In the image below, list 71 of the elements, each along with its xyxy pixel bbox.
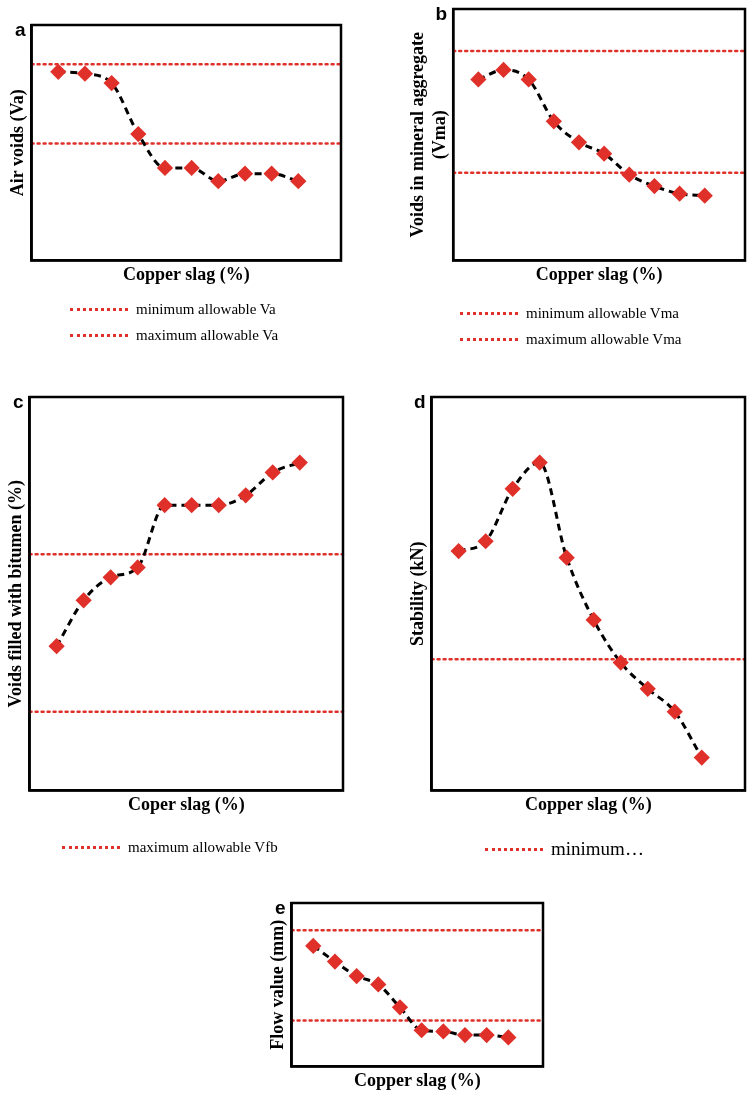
point	[211, 497, 227, 513]
point	[130, 126, 146, 142]
point	[184, 160, 200, 176]
point	[370, 976, 386, 992]
legend-label: minimum…	[551, 838, 644, 860]
x-axis-title: Copper slag (%)	[122, 263, 250, 285]
point	[640, 681, 656, 697]
point	[697, 188, 713, 204]
point	[292, 455, 308, 471]
point	[470, 71, 486, 87]
chart-title: d	[413, 390, 426, 412]
point	[210, 173, 226, 189]
point	[414, 1022, 430, 1038]
point	[559, 550, 575, 566]
point	[157, 497, 173, 513]
point	[50, 64, 66, 80]
point	[392, 999, 408, 1015]
chart-title: a	[15, 18, 27, 40]
point	[672, 186, 688, 202]
x-axis-title: Copper slag (%)	[353, 1069, 481, 1091]
point	[264, 166, 280, 182]
point	[496, 62, 512, 78]
point	[76, 592, 92, 608]
point	[521, 71, 537, 87]
y-axis-title: Air voids (Va)	[7, 89, 29, 197]
point	[103, 569, 119, 585]
point	[349, 968, 365, 984]
point	[265, 464, 281, 480]
point	[457, 1027, 473, 1043]
legend-label: minimum allowable Vma	[526, 304, 680, 322]
point	[505, 481, 521, 497]
y-axis-title: Flow value (mm)	[267, 919, 289, 1050]
point	[532, 455, 548, 471]
point	[546, 113, 562, 129]
point	[621, 167, 637, 183]
point	[451, 543, 467, 559]
point	[478, 533, 494, 549]
legend-label: maximum allowable Va	[136, 326, 279, 344]
point	[184, 497, 200, 513]
point	[130, 559, 146, 575]
legend-label: maximum allowable Vfb	[128, 838, 278, 856]
point	[327, 954, 343, 970]
point	[238, 487, 254, 503]
point	[49, 638, 65, 654]
point	[435, 1023, 451, 1039]
point	[667, 704, 683, 720]
point	[305, 938, 321, 954]
x-axis-title: Copper slag (%)	[524, 793, 652, 815]
point	[104, 75, 120, 91]
y-axis-title: Stability (kN)	[407, 541, 429, 646]
chart-title: c	[13, 390, 25, 412]
point	[571, 134, 587, 150]
x-axis-title: Copper slag (%)	[535, 263, 663, 285]
legend-label: maximum allowable Vma	[526, 330, 682, 348]
point	[586, 612, 602, 628]
y-axis-title: Voids in mineral aggregate (Vma)	[407, 31, 451, 238]
point	[646, 178, 662, 194]
chart-title: e	[275, 896, 286, 918]
chart-title: b	[435, 2, 448, 24]
point	[479, 1027, 495, 1043]
point	[694, 750, 710, 766]
point	[613, 655, 629, 671]
x-axis-title: Coper slag (%)	[127, 793, 245, 815]
legend-label: minimum allowable Va	[136, 300, 276, 318]
point	[157, 160, 173, 176]
point	[290, 173, 306, 189]
point	[500, 1029, 516, 1045]
point	[596, 146, 612, 162]
point	[237, 166, 253, 182]
point	[77, 66, 93, 82]
y-axis-title: Voids filled with bitumen (%)	[5, 480, 27, 708]
